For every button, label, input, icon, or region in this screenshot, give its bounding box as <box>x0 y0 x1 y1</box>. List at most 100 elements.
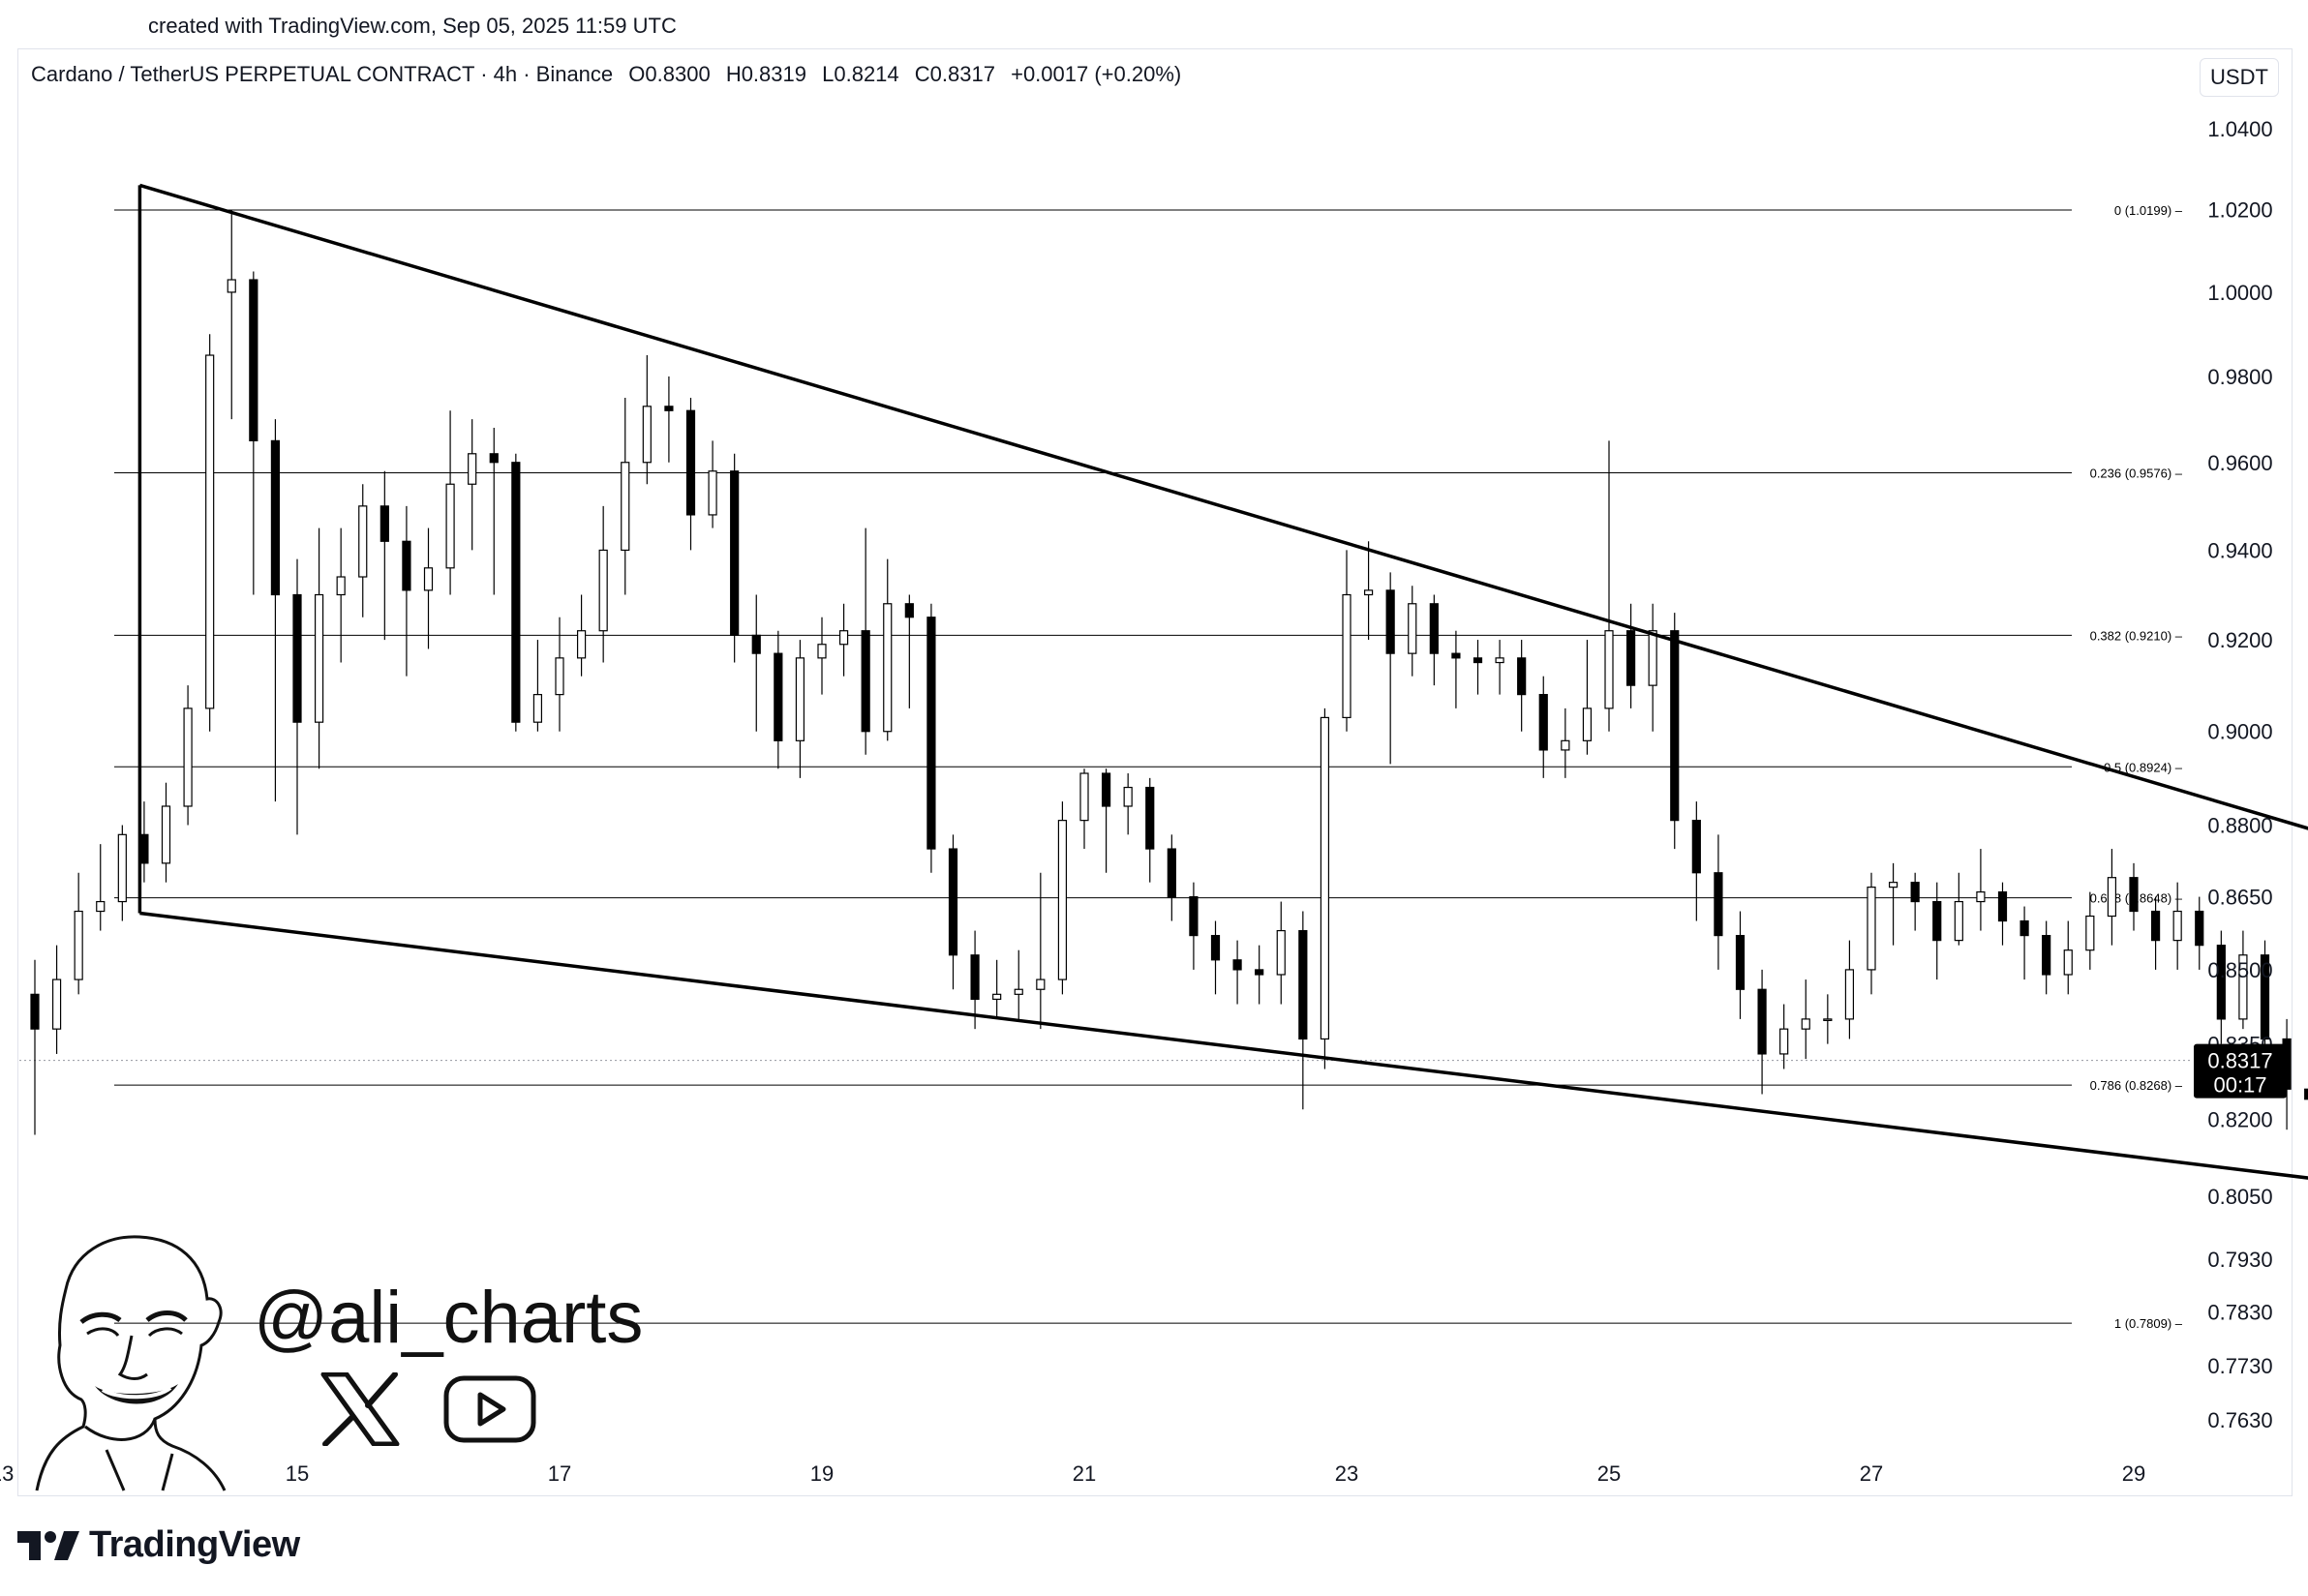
candle <box>445 410 455 595</box>
candle <box>576 594 587 677</box>
candle <box>1954 872 1963 946</box>
candle <box>948 834 958 990</box>
candle-body <box>2063 949 2073 976</box>
price-tick-label: 0.9600 <box>2207 451 2272 475</box>
candle <box>1167 834 1176 921</box>
candle-body <box>1473 657 1483 664</box>
candle <box>621 397 630 595</box>
candle-body <box>730 470 740 636</box>
candle <box>1801 979 1810 1060</box>
candle <box>817 617 827 695</box>
candle-body <box>1167 848 1176 898</box>
candle <box>1342 550 1351 732</box>
candle <box>1036 872 1046 1030</box>
candle-body <box>1954 900 1963 942</box>
fib-label: 1 (0.7809) – <box>2114 1316 2183 1331</box>
symbol-legend: Cardano / TetherUS PERPETUAL CONTRACT · … <box>31 62 1191 87</box>
time-tick-label: 19 <box>810 1461 834 1486</box>
price-tick-label: 0.8050 <box>2207 1185 2272 1209</box>
candle-body <box>292 593 302 723</box>
candle <box>1844 940 1855 1039</box>
candle-body <box>249 279 258 441</box>
candle-body <box>1189 895 1199 937</box>
price-tick-label: 0.7630 <box>2207 1408 2272 1432</box>
candle-body <box>1801 1018 1810 1030</box>
candle-body <box>861 630 870 733</box>
candle-body <box>1276 929 1286 976</box>
price-tick-label: 0.7830 <box>2207 1301 2272 1325</box>
candle-body <box>1561 739 1570 751</box>
fib-label: 0.5 (0.8924) – <box>2104 760 2183 774</box>
candle <box>2042 920 2051 995</box>
candles <box>30 209 2308 1135</box>
candle-body <box>621 462 630 552</box>
candle <box>1932 882 1942 980</box>
price-tick-label: 0.8200 <box>2207 1108 2272 1132</box>
candle-body <box>117 833 127 903</box>
time-tick-label: 23 <box>1335 1461 1358 1486</box>
candle <box>1123 773 1133 835</box>
candle-body <box>2085 915 2095 951</box>
price-axis: 1.0400 1.0200 1.0000 0.9800 0.9600 0.9400 0.92… <box>2207 117 2272 1432</box>
candle-body <box>751 634 761 654</box>
candle <box>249 271 258 595</box>
candle <box>1735 911 1746 1019</box>
tradingview-brand[interactable]: TradingView <box>17 1524 300 1566</box>
candle-body <box>555 657 564 696</box>
candle-body <box>2260 954 2270 1040</box>
candle-body <box>227 279 236 293</box>
candle <box>1145 777 1155 883</box>
candle <box>1429 594 1439 686</box>
x-logo-icon[interactable] <box>319 1372 401 1446</box>
candle <box>336 527 346 663</box>
candle <box>1691 801 1701 921</box>
candle-body <box>74 910 83 980</box>
candle-body <box>1363 589 1374 596</box>
ohlc-open: O0.8300 <box>628 62 711 86</box>
chart-frame <box>17 48 2293 1496</box>
fib-label: 0.382 (0.9210) – <box>2090 628 2183 643</box>
candle <box>1473 640 1483 695</box>
time-tick-label: 27 <box>1860 1461 1883 1486</box>
candle-body <box>1210 934 1221 961</box>
ohlc-low: L0.8214 <box>822 62 899 86</box>
candle <box>1057 801 1068 995</box>
currency-button[interactable]: USDT <box>2200 58 2279 97</box>
candle <box>402 505 411 677</box>
candle-body <box>183 708 193 807</box>
candle-body <box>402 540 411 591</box>
price-tag-box <box>2194 1043 2287 1099</box>
candle-body <box>336 576 346 596</box>
candle-body <box>1997 890 2008 922</box>
price-tick-label: 0.8800 <box>2207 814 2272 838</box>
candle <box>1538 676 1548 778</box>
fib-label: 0 (1.0199) – <box>2114 203 2183 218</box>
symbol-title[interactable]: Cardano / TetherUS PERPETUAL CONTRACT · … <box>31 62 614 86</box>
price-tick-label: 0.8650 <box>2207 886 2272 910</box>
candle <box>314 527 324 769</box>
candle <box>992 959 1002 1019</box>
candle <box>774 630 783 769</box>
candle <box>555 617 564 732</box>
time-tick-label: 29 <box>2122 1461 2145 1486</box>
candle <box>96 844 106 931</box>
candle <box>598 505 608 663</box>
wedge-lower-line <box>139 911 2308 1180</box>
candle <box>489 428 499 595</box>
candle-body <box>904 603 914 618</box>
candle-body <box>576 630 587 659</box>
price-tag-countdown: 00:17 <box>2213 1073 2266 1098</box>
chart-credit: created with TradingView.com, Sep 05, 20… <box>148 14 677 38</box>
candle <box>1604 440 1614 732</box>
candle <box>708 440 717 528</box>
candle-body <box>1976 890 1986 903</box>
candle <box>1888 862 1898 946</box>
candle-body <box>664 406 674 411</box>
candle <box>1670 613 1680 850</box>
price-tick-label: 0.7730 <box>2207 1354 2272 1378</box>
fib-label: 0.236 (0.9576) – <box>2090 467 2183 481</box>
candle-body <box>1867 887 1876 971</box>
youtube-play-icon[interactable] <box>443 1375 536 1443</box>
candle <box>2195 896 2204 970</box>
